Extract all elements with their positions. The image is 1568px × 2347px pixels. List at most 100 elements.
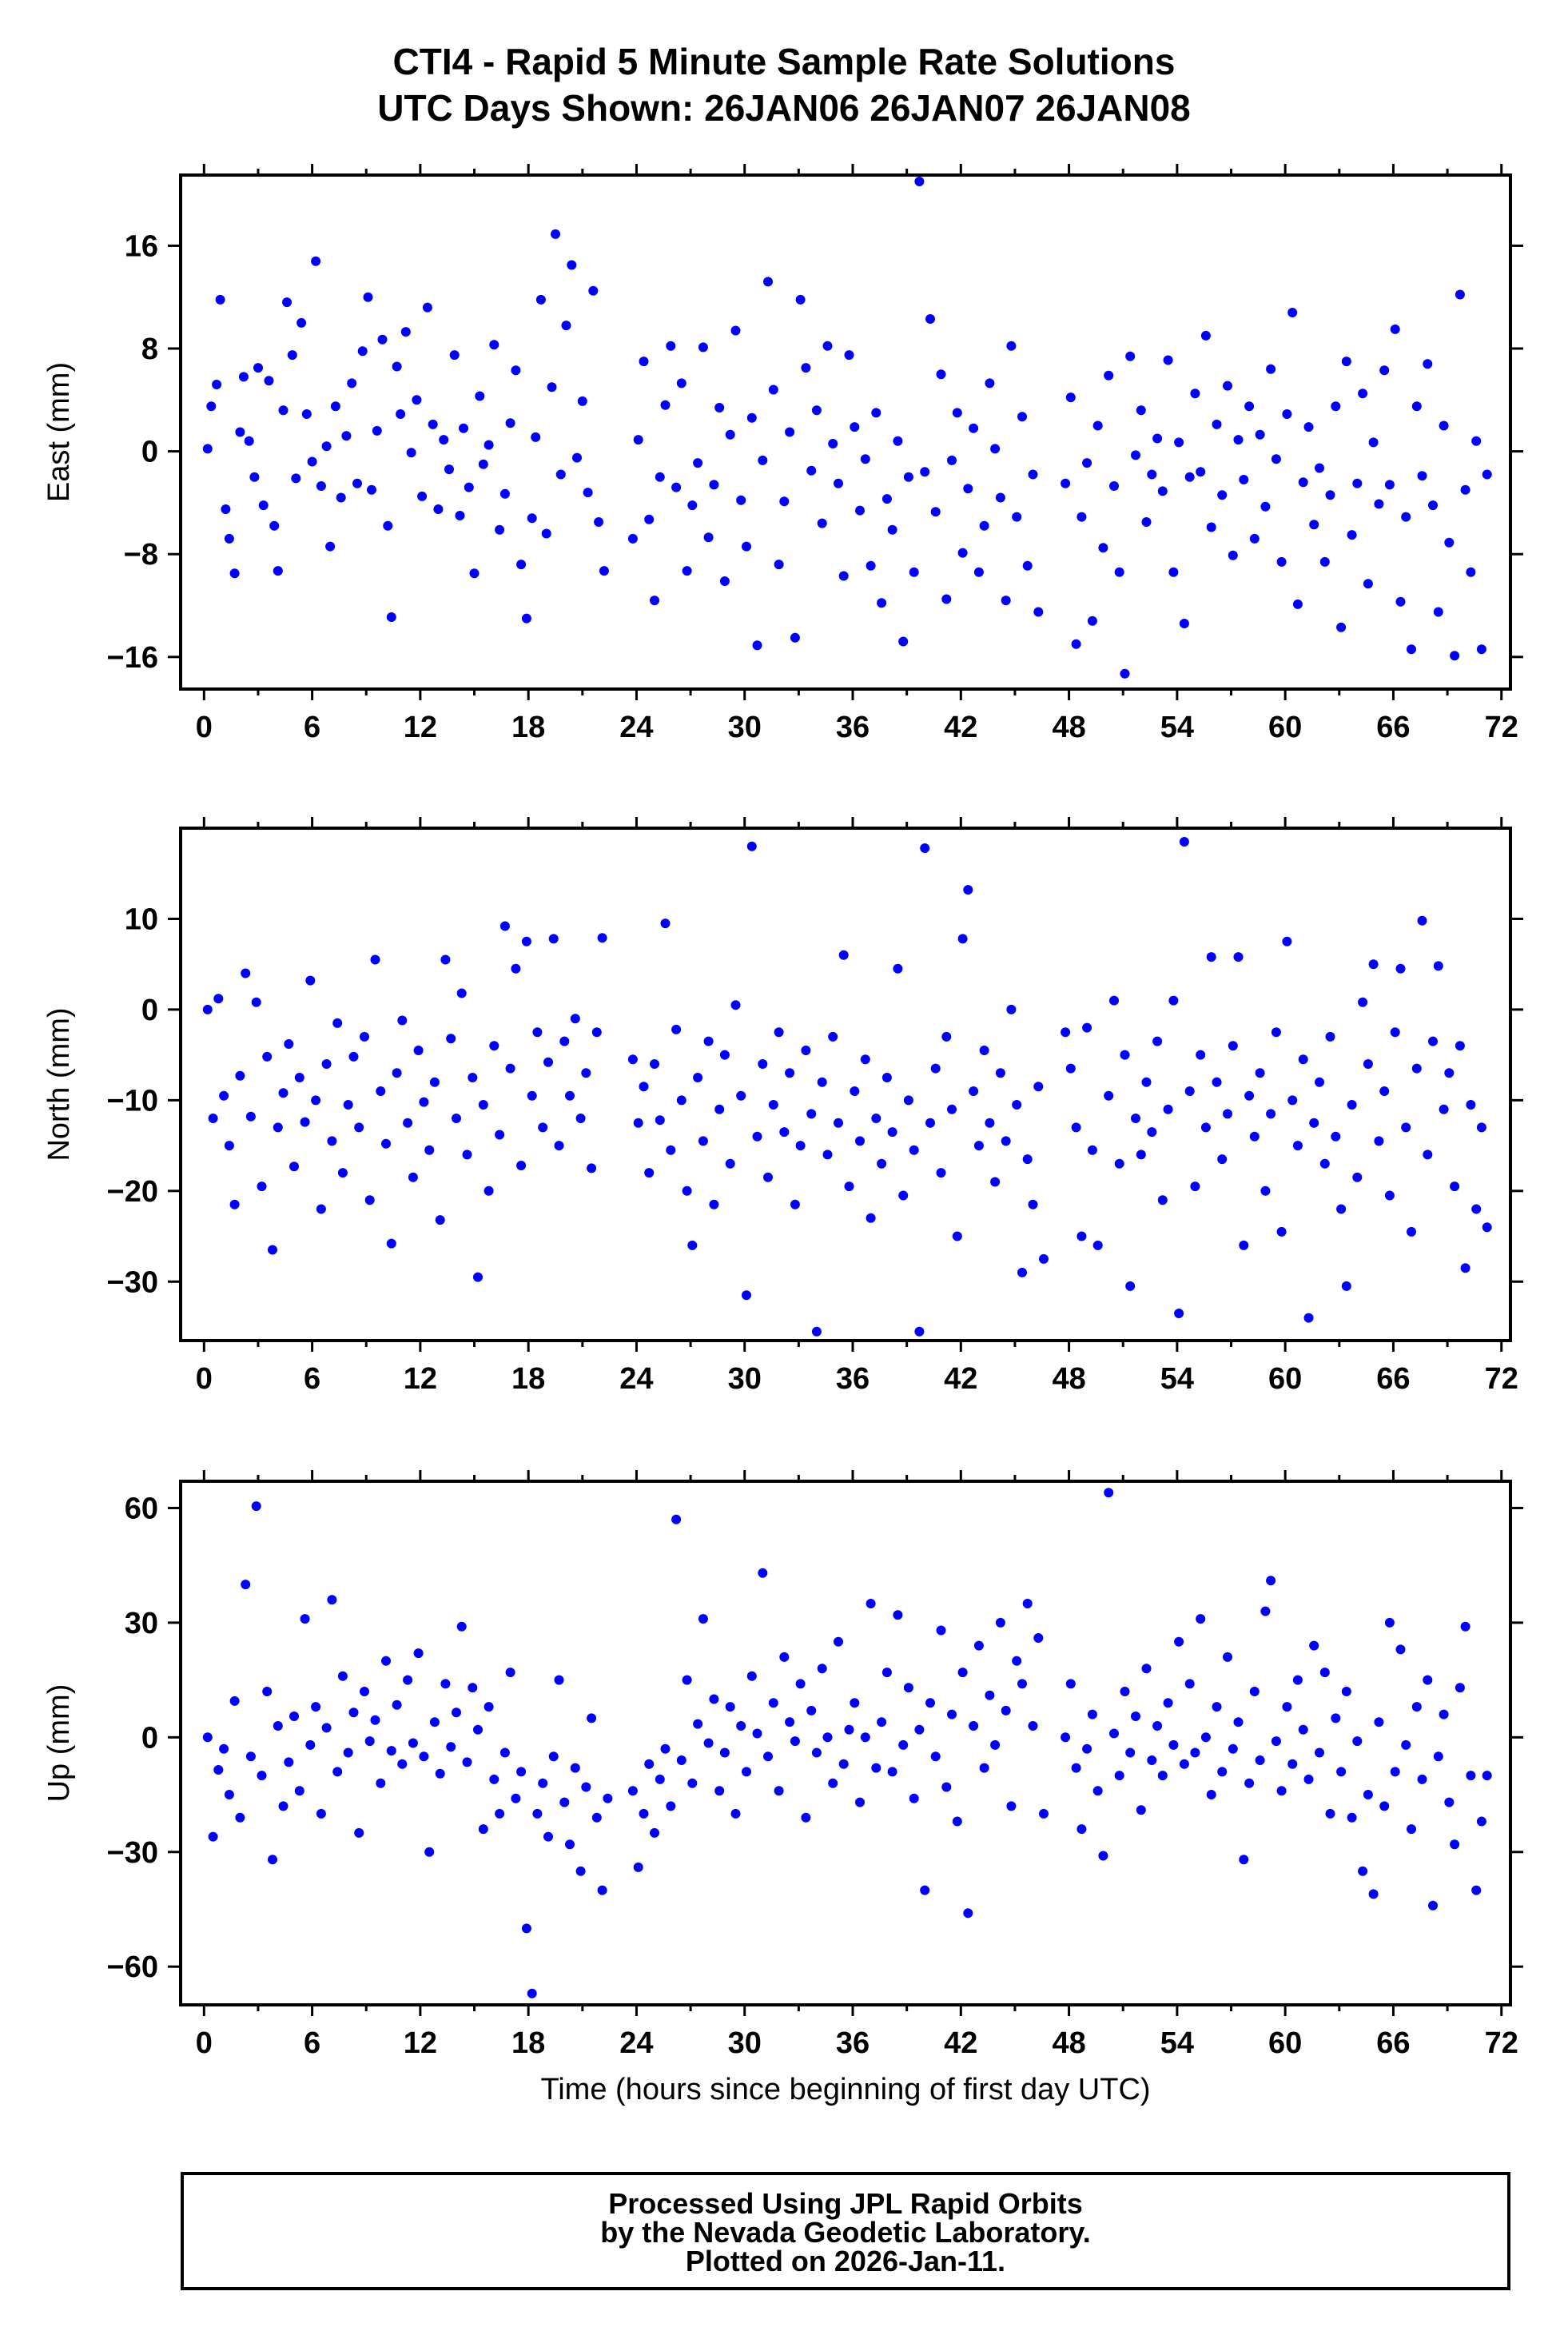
data-point <box>850 1698 860 1708</box>
x-tick-label: 12 <box>404 1362 437 1396</box>
data-point <box>1347 1812 1357 1823</box>
data-point <box>1401 512 1411 522</box>
data-point <box>709 480 719 490</box>
data-point <box>801 1812 811 1823</box>
data-point <box>1482 469 1492 480</box>
x-tick-label: 66 <box>1376 2026 1410 2060</box>
data-point <box>1017 1679 1027 1689</box>
data-point <box>1303 422 1314 432</box>
data-point <box>559 1036 570 1046</box>
data-point <box>511 1793 521 1803</box>
data-point <box>806 1705 817 1715</box>
x-axis-label: Time (hours since beginning of first day… <box>540 2073 1150 2106</box>
data-point <box>1200 330 1211 341</box>
data-point <box>1466 1100 1476 1110</box>
data-point <box>1131 1114 1140 1123</box>
data-point <box>1168 1739 1179 1750</box>
data-point <box>1001 596 1011 606</box>
data-point <box>887 1127 897 1138</box>
data-point <box>484 1185 494 1196</box>
data-point <box>725 1158 735 1169</box>
data-point <box>1260 501 1271 512</box>
data-point <box>973 1640 984 1651</box>
data-point <box>570 1763 580 1773</box>
data-point <box>795 1679 806 1689</box>
data-point <box>321 1723 332 1733</box>
data-point <box>527 1988 537 1998</box>
data-point <box>947 1104 957 1114</box>
data-point <box>1104 1488 1114 1498</box>
data-point <box>785 427 795 437</box>
data-point <box>347 378 357 389</box>
data-point <box>1098 1851 1108 1861</box>
data-point <box>337 1671 348 1681</box>
data-point <box>714 1104 725 1114</box>
data-point <box>516 1161 527 1170</box>
data-point <box>1423 359 1433 369</box>
y-axis-label: North (mm) <box>42 1007 76 1161</box>
data-point <box>543 1831 553 1842</box>
data-point <box>1325 1808 1335 1819</box>
data-point <box>1087 1145 1097 1155</box>
data-point <box>1363 1790 1373 1799</box>
data-point <box>1104 1090 1114 1101</box>
data-point <box>311 256 321 266</box>
x-tick-label: 18 <box>511 711 545 744</box>
data-point <box>462 1150 472 1160</box>
data-point <box>1157 1195 1168 1205</box>
data-point <box>1368 959 1379 970</box>
data-point <box>768 1100 778 1110</box>
data-point <box>627 533 638 544</box>
y-tick-label: −30 <box>107 1836 158 1870</box>
data-point <box>1282 936 1292 946</box>
y-tick-label: −30 <box>107 1265 158 1299</box>
y-tick-label: −16 <box>107 641 158 675</box>
data-point <box>1358 389 1368 399</box>
data-point <box>1109 481 1119 491</box>
data-point <box>742 1290 751 1301</box>
data-point <box>1071 639 1081 649</box>
data-point <box>850 1086 860 1096</box>
data-point <box>774 560 784 570</box>
data-point <box>1315 1747 1324 1758</box>
data-point <box>449 350 460 361</box>
data-point <box>1223 1109 1232 1119</box>
data-point <box>990 1739 1001 1750</box>
data-point <box>1212 419 1222 429</box>
data-point <box>294 1786 304 1796</box>
data-point <box>790 632 800 643</box>
data-point <box>1233 952 1244 962</box>
data-point <box>763 1172 773 1182</box>
data-point <box>1120 1687 1130 1696</box>
data-point <box>952 1231 962 1241</box>
data-point <box>660 918 671 929</box>
data-point <box>1287 308 1298 317</box>
data-point <box>1109 1728 1119 1739</box>
data-point <box>229 1695 240 1706</box>
data-point <box>1233 435 1244 445</box>
data-point <box>343 1100 353 1110</box>
data-point <box>489 340 499 350</box>
data-point <box>834 1636 843 1647</box>
data-point <box>930 1063 941 1074</box>
x-tick-label: 12 <box>404 711 437 744</box>
data-point <box>941 1031 952 1042</box>
data-point <box>408 1738 418 1748</box>
data-point <box>909 567 919 577</box>
data-point <box>1384 480 1395 490</box>
data-point <box>1325 490 1335 500</box>
data-point <box>238 372 249 382</box>
data-point <box>838 571 849 581</box>
data-point <box>1152 1036 1163 1046</box>
data-point <box>208 1831 218 1842</box>
data-point <box>1276 1786 1287 1796</box>
data-point <box>693 1719 703 1729</box>
data-point <box>521 1923 531 1934</box>
data-point <box>871 408 882 418</box>
data-point <box>403 1118 413 1128</box>
data-point <box>1341 357 1351 367</box>
data-point <box>644 1168 655 1178</box>
data-point <box>1390 324 1400 334</box>
data-point <box>920 1885 930 1895</box>
data-point <box>1147 469 1157 480</box>
